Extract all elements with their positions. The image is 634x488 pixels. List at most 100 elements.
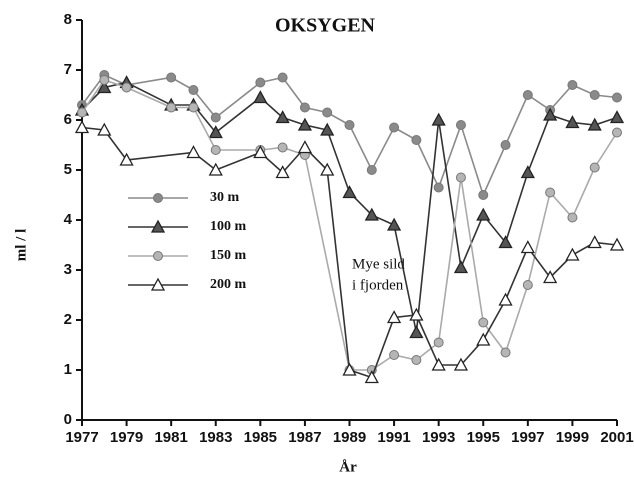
- data-point: [520, 240, 535, 254]
- data-point: [342, 362, 357, 376]
- series-line: [81, 126, 618, 379]
- data-point: [74, 120, 90, 134]
- data-point: [208, 162, 223, 176]
- data-point: [500, 140, 511, 150]
- data-point: [386, 217, 402, 231]
- data-point: [612, 92, 622, 103]
- y-tick-label: 5: [64, 161, 72, 178]
- data-point: [478, 190, 489, 200]
- x-tick-label: 1981: [154, 429, 187, 446]
- data-point: [97, 122, 112, 136]
- data-point: [99, 75, 110, 85]
- data-point: [587, 235, 602, 249]
- data-point: [277, 142, 288, 153]
- data-point: [320, 162, 335, 176]
- data-point: [453, 260, 469, 274]
- data-point: [386, 310, 402, 324]
- data-point: [188, 85, 199, 95]
- data-point: [275, 110, 290, 124]
- data-point: [587, 117, 602, 131]
- data-point: [166, 102, 177, 113]
- data-point: [609, 110, 625, 124]
- data-point: [121, 82, 132, 93]
- legend-label: 150 m: [210, 248, 247, 263]
- data-point: [210, 112, 221, 123]
- data-point: [567, 212, 578, 223]
- y-tick-label: 0: [64, 411, 72, 428]
- data-point: [275, 165, 290, 179]
- data-point: [119, 152, 134, 166]
- data-point: [344, 120, 355, 130]
- data-point: [364, 370, 379, 384]
- data-point: [567, 80, 578, 90]
- data-point: [565, 247, 580, 261]
- data-point: [433, 182, 444, 193]
- annotation: i fjorden: [352, 277, 404, 293]
- data-point: [543, 270, 558, 284]
- data-point: [431, 357, 446, 371]
- x-tick-label: 1997: [511, 429, 544, 446]
- data-point: [97, 80, 112, 94]
- legend-label: 30 m: [210, 190, 240, 205]
- x-tick-label: 1985: [244, 429, 277, 446]
- x-tick-label: 1979: [110, 429, 143, 446]
- y-tick-label: 3: [64, 261, 72, 278]
- data-point: [431, 112, 446, 126]
- y-tick-label: 6: [64, 111, 72, 128]
- data-point: [253, 90, 268, 104]
- data-point: [366, 165, 377, 175]
- data-point: [255, 77, 266, 88]
- data-point: [364, 207, 379, 221]
- data-point: [543, 107, 558, 121]
- data-point: [455, 172, 466, 183]
- x-tick-label: 1977: [65, 429, 98, 446]
- data-point: [253, 145, 268, 159]
- y-tick-label: 1: [64, 361, 72, 378]
- data-point: [522, 280, 533, 290]
- x-tick-label: 2001: [600, 429, 633, 446]
- legend-marker: [153, 251, 163, 261]
- legend-label: 200 m: [210, 277, 247, 292]
- x-tick-label: 1989: [333, 429, 366, 446]
- data-point: [409, 325, 424, 339]
- data-point: [478, 317, 489, 328]
- x-tick-label: 1999: [556, 429, 589, 446]
- y-tick-label: 7: [64, 61, 72, 78]
- data-point: [299, 102, 310, 113]
- legend-label: 100 m: [210, 219, 247, 234]
- data-point: [520, 165, 535, 179]
- data-point: [498, 292, 513, 306]
- data-point: [522, 90, 533, 100]
- data-point: [433, 337, 444, 348]
- y-axis-label: ml / l: [13, 229, 29, 262]
- data-point: [498, 235, 513, 249]
- data-point: [77, 107, 87, 118]
- data-point: [389, 122, 400, 133]
- x-axis-label: År: [339, 459, 357, 475]
- x-tick-label: 1993: [422, 429, 455, 446]
- data-point: [389, 350, 400, 360]
- x-tick-label: 1983: [199, 429, 232, 446]
- x-tick-label: 1987: [288, 429, 321, 446]
- y-tick-label: 4: [64, 211, 73, 228]
- legend-marker: [153, 193, 163, 203]
- chart-title: OKSYGEN: [275, 15, 376, 37]
- data-point: [476, 332, 491, 346]
- data-point: [166, 72, 177, 83]
- data-point: [612, 127, 622, 138]
- data-point: [609, 237, 625, 251]
- data-point: [589, 90, 600, 100]
- data-point: [565, 115, 580, 129]
- data-point: [589, 162, 600, 173]
- data-point: [277, 72, 288, 83]
- x-tick-label: 1995: [467, 429, 500, 446]
- data-point: [297, 117, 313, 131]
- data-point: [409, 307, 424, 321]
- series-line: [81, 74, 618, 198]
- y-tick-label: 2: [64, 311, 72, 328]
- data-point: [545, 187, 556, 198]
- data-point: [322, 107, 333, 118]
- legend-marker: [150, 219, 166, 233]
- data-point: [411, 135, 422, 145]
